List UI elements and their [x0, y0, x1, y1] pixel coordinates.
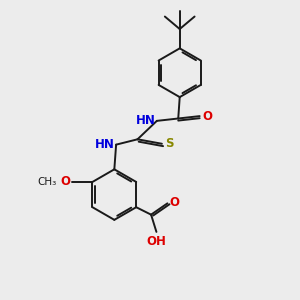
Text: O: O — [60, 176, 70, 188]
Text: HN: HN — [95, 138, 115, 151]
Text: CH₃: CH₃ — [37, 177, 56, 187]
Text: OH: OH — [146, 235, 167, 248]
Text: S: S — [165, 137, 173, 150]
Text: O: O — [202, 110, 212, 123]
Text: O: O — [170, 196, 180, 209]
Text: HN: HN — [136, 114, 155, 127]
